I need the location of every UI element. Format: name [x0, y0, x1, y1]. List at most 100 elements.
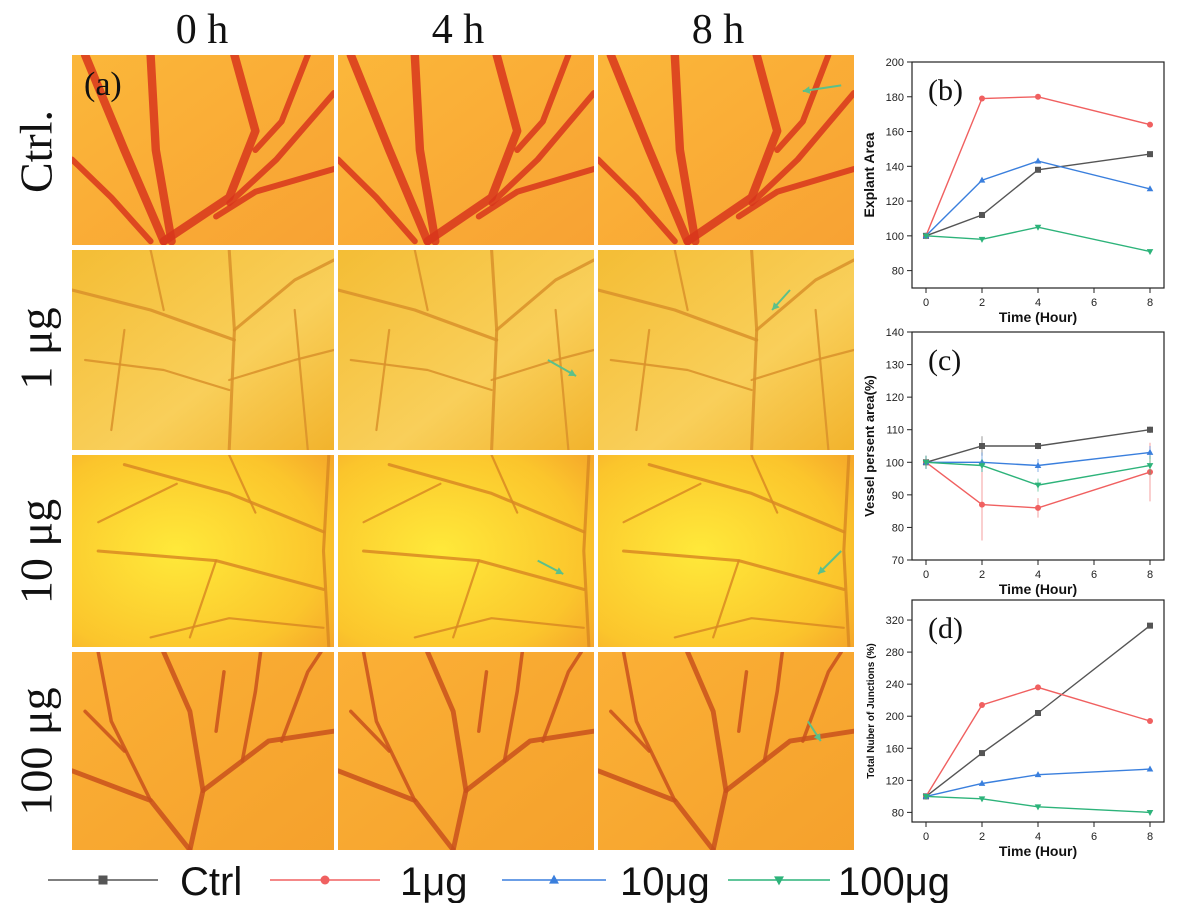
- legend-label: 10μg: [620, 860, 710, 903]
- x-tick-label: 8: [1147, 831, 1153, 843]
- data-point: [1035, 684, 1041, 691]
- data-point: [978, 176, 986, 183]
- data-point: [1034, 461, 1042, 468]
- legend-marker: [549, 874, 559, 884]
- y-tick-label: 240: [886, 679, 904, 691]
- y-tick-label: 140: [886, 327, 904, 339]
- x-axis-label: Time (Hour): [999, 309, 1077, 325]
- data-point: [922, 459, 930, 466]
- data-point: [979, 750, 985, 757]
- x-tick-label: 4: [1035, 297, 1041, 309]
- x-axis-label: Time (Hour): [999, 843, 1077, 859]
- photo-100ug-4h: [338, 652, 594, 850]
- series-100μg: [922, 455, 1154, 492]
- data-point: [1035, 93, 1041, 100]
- y-tick-label: 90: [892, 490, 904, 502]
- panel-label: (b): [928, 74, 963, 107]
- data-point: [1147, 121, 1153, 128]
- arrow-marker: [547, 359, 577, 377]
- data-point: [1035, 443, 1041, 449]
- panel-label-a: (a): [84, 66, 122, 103]
- photo-ctrl-0h: [72, 55, 334, 245]
- data-point: [979, 95, 985, 102]
- x-tick-label: 2: [979, 297, 985, 309]
- x-axis-label: Time (Hour): [999, 581, 1077, 597]
- series-10μg: [922, 765, 1154, 799]
- data-point: [1147, 622, 1153, 629]
- y-axis-label: Total Nuber of Junctions (%): [866, 643, 877, 778]
- legend-item-1μg: 1μg: [270, 860, 468, 903]
- y-tick-label: 70: [892, 555, 904, 567]
- data-point: [1035, 504, 1041, 511]
- series-line: [926, 451, 1151, 467]
- y-tick-label: 80: [892, 522, 904, 534]
- data-point: [1146, 448, 1154, 455]
- data-point: [1146, 765, 1154, 772]
- legend-marker: [98, 875, 108, 885]
- arrow-marker: [802, 84, 842, 94]
- data-point: [1146, 463, 1154, 470]
- series-line: [925, 461, 1151, 509]
- x-tick-label: 0: [923, 831, 929, 843]
- y-axis-label: Vessel persent area(%): [862, 375, 877, 517]
- data-point: [1034, 771, 1042, 778]
- photo-100ug-0h: [72, 652, 334, 850]
- series-line: [925, 153, 1151, 237]
- y-tick-label: 120: [886, 775, 904, 787]
- series-10μg: [922, 157, 1154, 239]
- legend: Ctrl 1μg 10μg 100μg: [48, 860, 950, 903]
- data-point: [979, 211, 985, 218]
- x-tick-label: 6: [1091, 569, 1097, 581]
- series-line: [925, 461, 1151, 486]
- data-point: [1146, 249, 1154, 256]
- legend-label: Ctrl: [180, 860, 242, 903]
- photo-ctrl-8h: [598, 55, 854, 245]
- chart-total-junctions: 0 2 4 6 8 80 120 160 200 240 280 320 Time (Hour) Tota…: [866, 599, 1165, 859]
- series-line: [925, 160, 1151, 237]
- x-tick-label: 0: [923, 297, 929, 309]
- series-line: [925, 625, 1151, 797]
- column-header-8h: 8 h: [691, 7, 745, 53]
- series-Ctrl: [923, 426, 1153, 469]
- series-1μg: [923, 684, 1153, 800]
- panel-label: (d): [928, 612, 963, 645]
- data-point: [1034, 224, 1042, 231]
- data-point: [979, 701, 985, 708]
- data-point: [979, 501, 985, 508]
- photo-1ug-4h: [338, 250, 594, 450]
- x-tick-label: 2: [979, 831, 985, 843]
- panel-label: (c): [928, 344, 961, 377]
- x-tick-label: 8: [1147, 569, 1153, 581]
- y-tick-label: 110: [886, 425, 904, 437]
- y-tick-label: 80: [892, 266, 904, 278]
- x-tick-label: 0: [923, 569, 929, 581]
- series-line: [925, 429, 1151, 463]
- x-tick-label: 6: [1091, 831, 1097, 843]
- x-tick-label: 2: [979, 569, 985, 581]
- legend-item-10μg: 10μg: [502, 860, 710, 903]
- y-tick-label: 160: [886, 743, 904, 755]
- arrow-marker: [771, 289, 791, 311]
- arrow-marker: [817, 550, 842, 575]
- chart-vessel-percent-area: 0 2 4 6 8 70 80 90 100 110 120 130 140 Time (Hour) Ves…: [862, 327, 1165, 597]
- legend-item-Ctrl: Ctrl: [48, 860, 242, 903]
- series-10μg: [922, 446, 1154, 473]
- data-point: [1035, 166, 1041, 173]
- series-1μg: [923, 93, 1153, 239]
- series-line: [925, 226, 1151, 253]
- data-point: [979, 443, 985, 449]
- series-line: [925, 795, 1151, 814]
- y-tick-label: 280: [886, 647, 904, 659]
- vessel-photo-grid: [72, 55, 854, 850]
- x-tick-label: 4: [1035, 569, 1041, 581]
- y-tick-label: 100: [886, 231, 904, 243]
- y-tick-label: 140: [886, 161, 904, 173]
- data-point: [1035, 710, 1041, 717]
- photo-10ug-4h: [338, 455, 594, 647]
- column-header-4h: 4 h: [431, 7, 485, 53]
- photo-ctrl-4h: [338, 55, 594, 245]
- x-tick-label: 8: [1147, 297, 1153, 309]
- y-tick-label: 80: [892, 807, 904, 819]
- x-tick-label: 6: [1091, 297, 1097, 309]
- data-point: [978, 779, 986, 786]
